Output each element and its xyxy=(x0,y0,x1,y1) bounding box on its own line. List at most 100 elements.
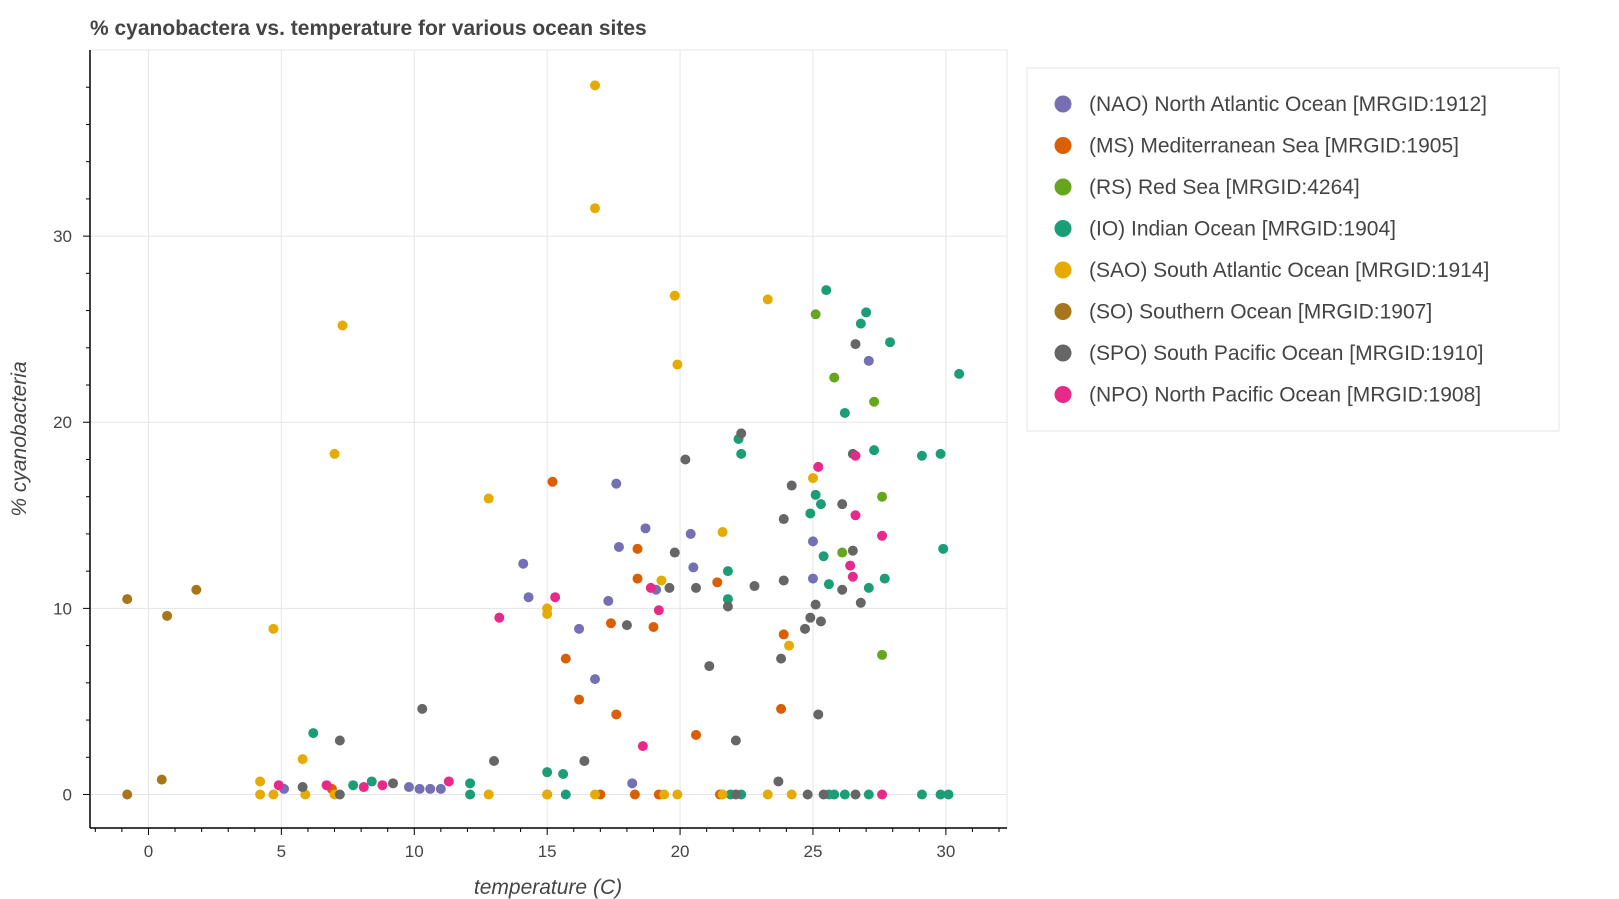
legend-label: (IO) Indian Ocean [MRGID:1904] xyxy=(1089,218,1396,241)
data-point xyxy=(268,623,279,634)
data-point xyxy=(855,597,866,608)
data-point xyxy=(776,703,787,714)
data-point xyxy=(627,778,638,789)
data-point xyxy=(938,543,949,554)
data-point xyxy=(829,789,840,800)
data-point xyxy=(837,584,848,595)
data-point xyxy=(637,741,648,752)
data-point xyxy=(837,547,848,558)
data-point xyxy=(321,780,332,791)
data-point xyxy=(465,778,476,789)
data-point xyxy=(879,573,890,584)
x-tick-labels: 0 5 10 15 20 25 30 xyxy=(144,842,956,861)
data-point xyxy=(672,789,683,800)
data-point xyxy=(611,478,622,489)
data-point xyxy=(669,290,680,301)
data-point xyxy=(821,285,832,296)
data-point xyxy=(845,560,856,571)
data-point xyxy=(762,789,773,800)
data-point xyxy=(632,543,643,554)
data-point xyxy=(255,776,266,787)
data-point xyxy=(807,536,818,547)
data-point xyxy=(377,780,388,791)
data-point xyxy=(297,754,308,765)
data-point xyxy=(839,407,850,418)
data-point xyxy=(954,368,965,379)
data-point xyxy=(799,623,810,634)
legend-label: (SO) Southern Ocean [MRGID:1907] xyxy=(1089,301,1432,324)
data-point xyxy=(776,653,787,664)
data-point xyxy=(297,782,308,793)
data-point xyxy=(877,491,888,502)
data-point xyxy=(337,320,348,331)
data-point xyxy=(156,774,167,785)
data-point xyxy=(736,448,747,459)
data-point xyxy=(414,783,425,794)
data-point xyxy=(659,789,670,800)
data-point xyxy=(855,318,866,329)
data-point xyxy=(560,789,571,800)
x-tick-label: 0 xyxy=(144,842,153,861)
data-point xyxy=(877,789,888,800)
data-point xyxy=(807,473,818,484)
data-point xyxy=(629,789,640,800)
data-point xyxy=(786,789,797,800)
data-point xyxy=(640,523,651,534)
data-point xyxy=(935,448,946,459)
y-tick-label: 20 xyxy=(53,413,72,432)
data-point xyxy=(574,623,585,634)
data-point xyxy=(688,562,699,573)
y-tick-label: 0 xyxy=(63,785,72,804)
x-axis-label: temperature (C) xyxy=(474,876,622,899)
data-point xyxy=(749,581,760,592)
data-point xyxy=(829,372,840,383)
data-point xyxy=(653,605,664,616)
data-point xyxy=(621,620,632,631)
data-point xyxy=(560,653,571,664)
data-point xyxy=(489,755,500,766)
y-tick-label: 30 xyxy=(53,227,72,246)
data-point xyxy=(810,489,821,500)
data-point xyxy=(590,80,601,91)
data-point xyxy=(863,789,874,800)
data-point xyxy=(542,608,553,619)
data-point xyxy=(403,782,414,793)
data-point xyxy=(717,527,728,538)
data-point xyxy=(815,499,826,510)
data-point xyxy=(645,582,656,593)
data-point xyxy=(805,508,816,519)
data-point xyxy=(162,610,173,621)
data-point xyxy=(611,709,622,720)
legend-label: (SAO) South Atlantic Ocean [MRGID:1914] xyxy=(1089,259,1489,282)
data-point xyxy=(784,640,795,651)
data-point xyxy=(547,476,558,487)
x-tick-label: 25 xyxy=(804,842,823,861)
data-point xyxy=(722,594,733,605)
data-point xyxy=(435,783,446,794)
data-point xyxy=(669,547,680,558)
data-point xyxy=(837,499,848,510)
data-point xyxy=(366,776,377,787)
data-point xyxy=(648,621,659,632)
data-point xyxy=(443,776,454,787)
data-point xyxy=(823,579,834,590)
x-tick-label: 15 xyxy=(538,842,557,861)
data-point xyxy=(717,789,728,800)
data-point xyxy=(850,510,861,521)
data-point xyxy=(935,789,946,800)
data-point xyxy=(494,612,505,623)
legend: (NAO) North Atlantic Ocean [MRGID:1912] (… xyxy=(1026,67,1560,432)
data-point xyxy=(943,789,954,800)
legend-marker xyxy=(1054,95,1072,113)
data-point xyxy=(810,309,821,320)
legend-label: (RS) Red Sea [MRGID:4264] xyxy=(1089,176,1360,199)
legend-label: (NAO) North Atlantic Ocean [MRGID:1912] xyxy=(1089,93,1487,116)
data-point xyxy=(916,450,927,461)
data-point xyxy=(885,337,896,348)
data-point xyxy=(778,514,789,525)
data-point xyxy=(590,203,601,214)
data-point xyxy=(805,612,816,623)
data-point xyxy=(712,577,723,588)
x-tick-label: 20 xyxy=(671,842,690,861)
